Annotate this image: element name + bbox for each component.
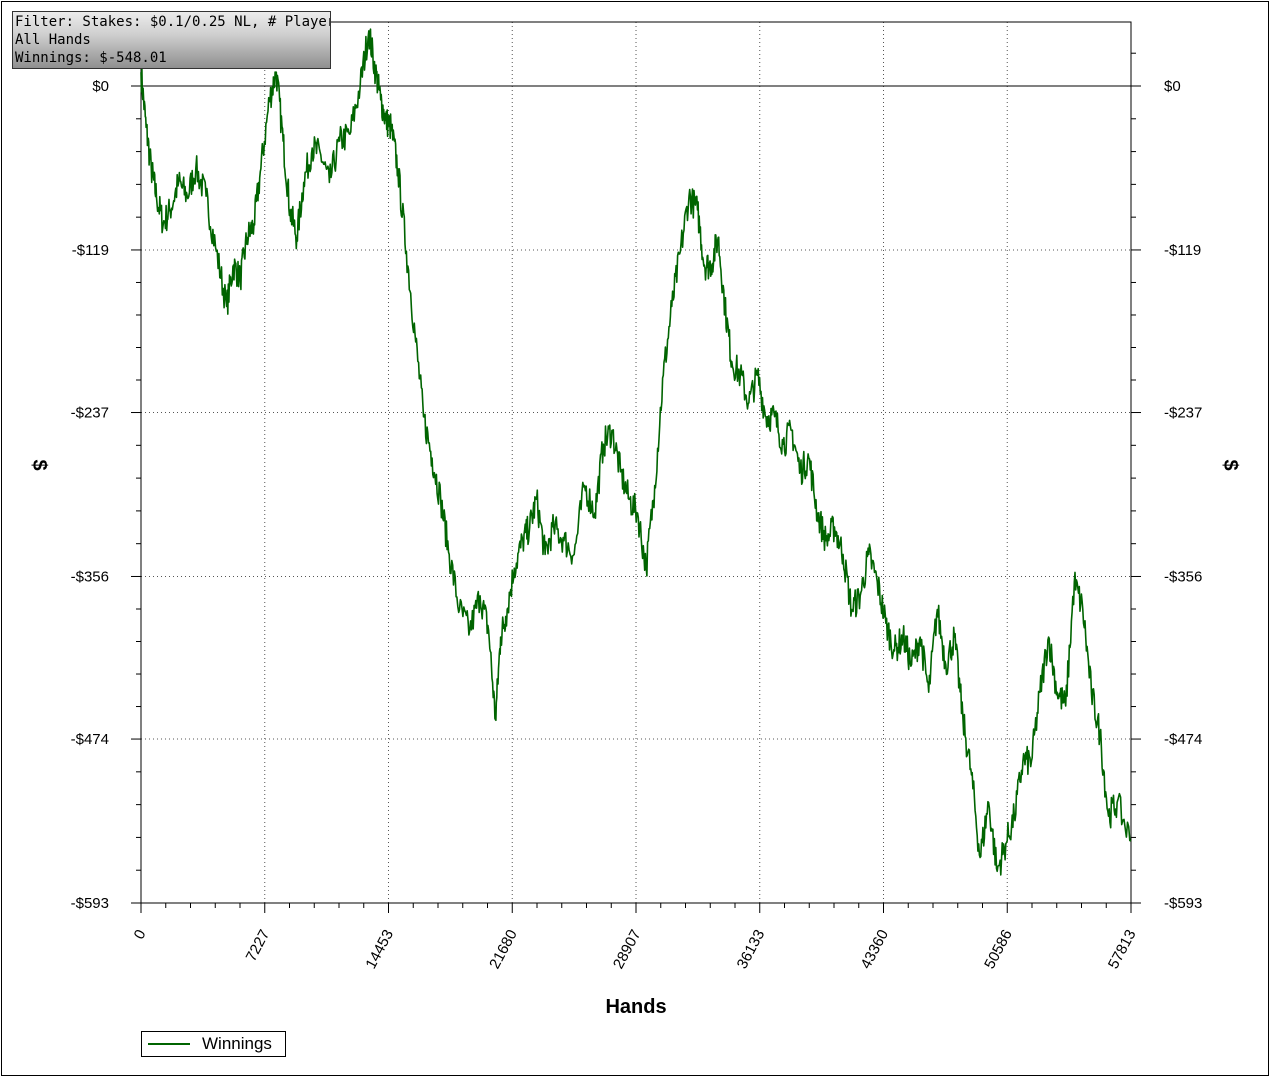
y-tick-label: -$119 <box>1164 242 1201 259</box>
x-tick-label: 43360 <box>857 927 892 972</box>
filter-info-box: Filter: Stakes: $0.1/0.25 NL, # Players … <box>12 11 331 69</box>
x-tick-label: 0 <box>131 927 150 942</box>
y-tick-label: -$593 <box>1164 895 1202 912</box>
winnings-total-text: Winnings: $-548.01 <box>15 50 167 66</box>
y-tick-label: $0 <box>92 78 109 95</box>
x-tick-label: 28907 <box>610 927 645 972</box>
y-tick-label: -$474 <box>1164 731 1202 748</box>
winnings-series-line <box>140 28 1132 876</box>
y-tick-label: -$474 <box>71 731 109 748</box>
y-tick-label: -$237 <box>71 405 109 422</box>
legend: Winnings <box>141 1031 286 1057</box>
grid-lines <box>141 22 1131 903</box>
y-tick-labels-left: $0 -$119 -$237 -$356 -$474 -$593 <box>71 78 109 912</box>
x-tick-label: 50586 <box>981 927 1016 972</box>
x-tick-label: 57813 <box>1105 927 1140 972</box>
x-tick-label: 36133 <box>734 927 769 972</box>
y-tick-label: -$593 <box>71 895 109 912</box>
y-tick-label: -$356 <box>71 568 109 585</box>
y-axis-title-right: $ <box>1219 459 1241 470</box>
y-tick-label: -$119 <box>72 242 109 259</box>
x-tick-label: 7227 <box>243 927 274 964</box>
legend-label-winnings: Winnings <box>202 1034 272 1053</box>
x-axis-title: Hands <box>605 996 666 1018</box>
y-tick-label: -$237 <box>1164 405 1202 422</box>
x-tick-label: 14453 <box>362 927 397 972</box>
legend-swatch-winnings <box>148 1043 190 1045</box>
filter-text: Filter: Stakes: $0.1/0.25 NL, # Players <box>15 14 331 30</box>
x-tick-label: 21680 <box>486 927 521 972</box>
y-axis-title-left: $ <box>28 459 50 470</box>
y-tick-label: $0 <box>1164 78 1181 95</box>
minor-ticks <box>131 52 1141 913</box>
x-tick-labels: 0 7227 14453 21680 28907 36133 43360 50586 57813 <box>131 927 1140 972</box>
hands-filter-text: All Hands <box>15 32 91 48</box>
plot-area <box>140 21 1132 904</box>
y-tick-labels-right: $0 -$119 -$237 -$356 -$474 -$593 <box>1164 78 1202 912</box>
y-tick-label: -$356 <box>1164 568 1202 585</box>
